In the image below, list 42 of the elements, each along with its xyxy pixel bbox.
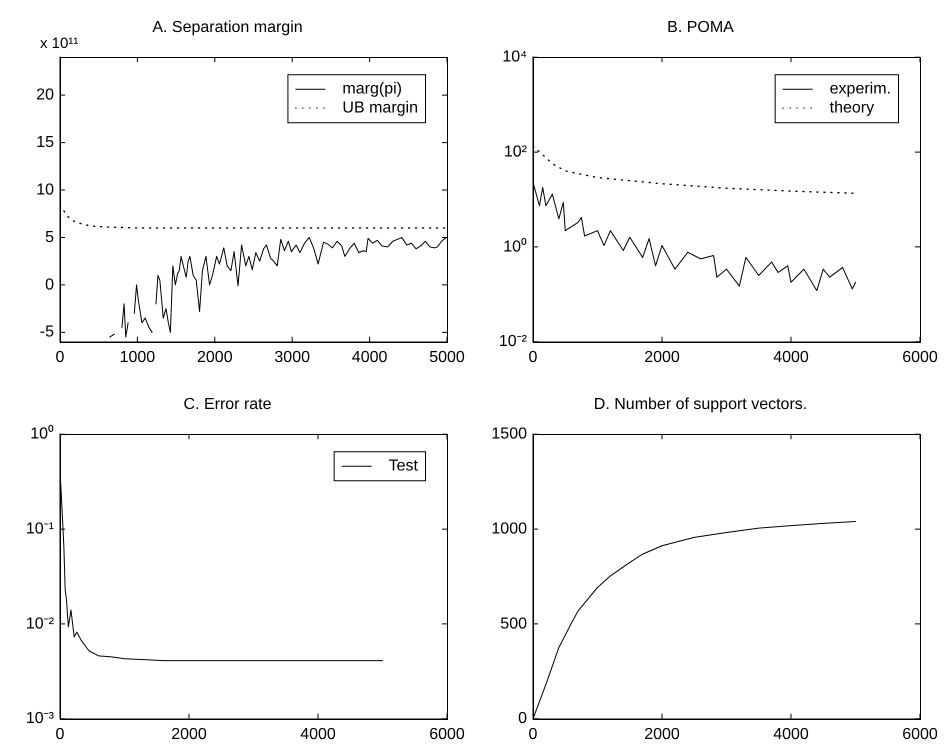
- legend-label: Test: [388, 458, 419, 475]
- x-tick-label: 6000: [902, 348, 938, 366]
- x-tick-label: 2000: [171, 726, 207, 743]
- y-tick-label: 10⁰: [30, 424, 54, 443]
- y-tick-label: 10⁻²: [26, 615, 55, 632]
- x-tick-label: 6000: [429, 726, 465, 743]
- y-tick-label: 10⁰: [503, 237, 527, 256]
- y-tick-label: 1000: [491, 520, 528, 538]
- x-tick-label: 4000: [773, 726, 809, 743]
- chart-title: B. POMA: [667, 19, 734, 36]
- y-tick-label: 10⁻¹: [26, 520, 54, 538]
- y-tick-label: 5: [45, 228, 54, 246]
- y-tick-label: 10²: [504, 143, 528, 160]
- y-tick-label: 20: [36, 86, 54, 104]
- y-tick-label: 10⁴: [502, 48, 528, 66]
- x-tick-label: 2000: [197, 348, 233, 366]
- chart-title: A. Separation margin: [152, 19, 303, 36]
- y-tick-label: 10⁻²: [498, 333, 528, 350]
- x-tick-label: 4000: [352, 348, 388, 366]
- y-tick-label: 1500: [491, 426, 528, 443]
- x-tick-label: 5000: [429, 348, 465, 366]
- y-tick-label: 10⁻³: [26, 710, 55, 728]
- x-tick-label: 6000: [902, 726, 938, 743]
- legend-label: theory: [830, 100, 874, 117]
- x-tick-label: 1000: [120, 348, 156, 366]
- x-tick-label: 2000: [644, 726, 680, 743]
- y-tick-label: 15: [36, 134, 54, 151]
- y-tick-label: 0: [518, 710, 528, 728]
- y-tick-label: 10: [36, 181, 54, 198]
- chart-title: D. Number of support vectors.: [594, 396, 808, 414]
- legend-label: UB margin: [342, 100, 418, 117]
- x-tick-label: 4000: [773, 348, 809, 366]
- y-tick-label: 500: [500, 615, 528, 632]
- y-tick-label: 0: [45, 276, 54, 294]
- legend-label: marg(pi): [342, 80, 402, 98]
- x-tick-label: 4000: [300, 726, 336, 743]
- chart-title: C. Error rate: [183, 396, 272, 414]
- legend-label: experim.: [830, 80, 892, 98]
- x-tick-label: 2000: [644, 348, 680, 366]
- x-tick-label: 3000: [274, 348, 310, 366]
- y-tick-label: -5: [40, 324, 54, 341]
- text: x 10¹¹: [40, 34, 78, 52]
